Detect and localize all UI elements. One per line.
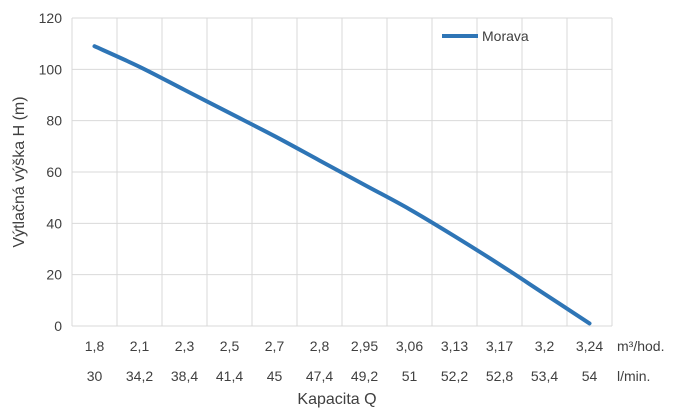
y-tick-label: 40 [46,215,62,231]
x-tick-label-lmin: 47,4 [306,368,333,384]
y-tick-label: 100 [39,61,63,77]
series-line-0 [92,44,592,326]
y-tick-label: 60 [46,164,62,180]
x-tick-label-lmin: 54 [582,368,598,384]
x-tick-label-m3: 2,95 [351,338,378,354]
y-tick-label: 0 [54,318,62,334]
x-axis-title: Kapacita Q [297,391,376,408]
x-tick-label-m3: 1,8 [85,338,105,354]
x-tick-label-lmin: 52,2 [441,368,468,384]
x-tick-label-m3: 3,06 [396,338,423,354]
x-tick-label-m3: 2,5 [220,338,240,354]
x-tick-label-m3: 3,2 [535,338,555,354]
legend: Morava [442,28,529,44]
x-tick-label-lmin: 34,2 [126,368,153,384]
x-tick-label-m3: 3,17 [486,338,513,354]
x-tick-label-m3: 2,1 [130,338,150,354]
x-tick-label-m3: 2,7 [265,338,285,354]
x-axis-tick-labels: 1,8 2,1 2,3 2,5 2,7 2,8 2,95 3,06 3,13 3,17 3,2 3,2… [85,338,604,384]
y-axis-title: Výtlačná výška H (m) [11,96,28,247]
x-tick-label-m3: 3,24 [576,338,603,354]
x-tick-label-lmin: 45 [267,368,283,384]
legend-label-morava: Morava [482,28,529,44]
x-tick-label-lmin: 38,4 [171,368,198,384]
x-axis-unit-m3: m³/hod. [617,338,664,354]
y-tick-label: 80 [46,113,62,129]
y-tick-label: 20 [46,267,62,283]
x-tick-label-lmin: 52,8 [486,368,513,384]
x-tick-label-m3: 3,13 [441,338,468,354]
x-axis-unit-lmin: l/min. [617,368,650,384]
y-axis-tick-labels: 0 20 40 60 80 100 120 [39,10,63,334]
x-tick-label-lmin: 53,4 [531,368,558,384]
x-tick-label-lmin: 49,2 [351,368,378,384]
x-tick-label-lmin: 51 [402,368,418,384]
x-tick-label-lmin: 41,4 [216,368,243,384]
x-tick-label-lmin: 30 [87,368,103,384]
series-lines [92,44,592,326]
y-tick-label: 120 [39,10,63,26]
x-tick-label-m3: 2,3 [175,338,195,354]
x-tick-label-m3: 2,8 [310,338,330,354]
